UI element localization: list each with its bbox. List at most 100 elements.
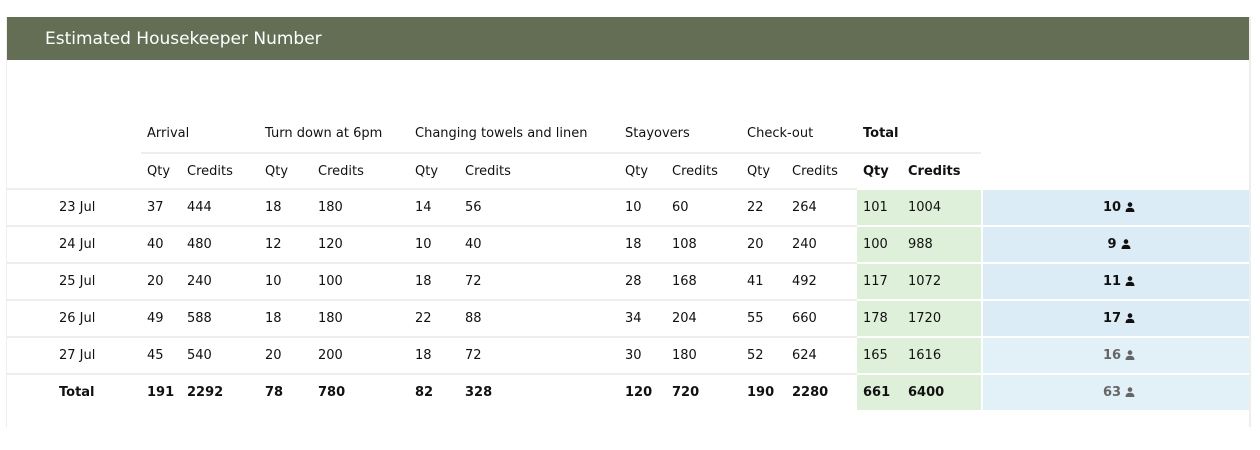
- value-cell: 1720: [902, 299, 981, 336]
- value-cell: 14: [409, 188, 459, 225]
- housekeeper-count: 11: [981, 262, 1249, 299]
- value-cell: 540: [181, 336, 259, 373]
- value-cell: 101: [857, 188, 902, 225]
- value-cell: 988: [902, 225, 981, 262]
- value-cell: 22: [409, 299, 459, 336]
- qty-header: Qty: [141, 152, 181, 188]
- value-cell: 52: [741, 336, 786, 373]
- value-cell: 40: [459, 225, 619, 262]
- value-cell: 60: [666, 188, 741, 225]
- value-cell: 120: [312, 225, 409, 262]
- housekeeper-panel: Estimated Housekeeper Number Arrival Turn…: [6, 17, 1251, 427]
- date-cell: 25 Jul: [7, 262, 141, 299]
- qty-header: Qty: [619, 152, 666, 188]
- value-cell: 492: [786, 262, 857, 299]
- value-cell: 100: [312, 262, 409, 299]
- group-header: Total: [863, 126, 899, 141]
- value-cell: 20: [141, 262, 181, 299]
- value-cell: 100: [857, 225, 902, 262]
- person-icon: [1125, 386, 1135, 397]
- housekeeper-count: 17: [981, 299, 1249, 336]
- value-cell: 180: [312, 188, 409, 225]
- value-cell: 328: [459, 373, 619, 410]
- value-cell: 200: [312, 336, 409, 373]
- value-cell: 180: [312, 299, 409, 336]
- person-icon: [1125, 349, 1135, 360]
- value-cell: 20: [741, 225, 786, 262]
- value-cell: 88: [459, 299, 619, 336]
- value-cell: 165: [857, 336, 902, 373]
- credits-header: Credits: [181, 152, 259, 188]
- value-cell: 191: [141, 373, 181, 410]
- value-cell: 55: [741, 299, 786, 336]
- group-header: Changing towels and linen: [415, 126, 588, 141]
- person-icon: [1125, 201, 1135, 212]
- value-cell: 20: [259, 336, 312, 373]
- value-cell: 41: [741, 262, 786, 299]
- value-cell: 49: [141, 299, 181, 336]
- table-row: 27 Jul 45 540 20 200 18 72 30 180 52 624 165 1616 16: [7, 336, 1249, 373]
- value-cell: 480: [181, 225, 259, 262]
- value-cell: 120: [619, 373, 666, 410]
- value-cell: 10: [259, 262, 312, 299]
- qty-header: Qty: [409, 152, 459, 188]
- value-cell: 240: [786, 225, 857, 262]
- group-header: Check-out: [747, 126, 814, 141]
- value-cell: 624: [786, 336, 857, 373]
- value-cell: 34: [619, 299, 666, 336]
- value-cell: 10: [619, 188, 666, 225]
- value-cell: 28: [619, 262, 666, 299]
- value-cell: 37: [141, 188, 181, 225]
- value-cell: 18: [259, 188, 312, 225]
- date-cell: Total: [7, 373, 141, 410]
- qty-header: Qty: [741, 152, 786, 188]
- value-cell: 1616: [902, 336, 981, 373]
- value-cell: 720: [666, 373, 741, 410]
- value-cell: 661: [857, 373, 902, 410]
- value-cell: 78: [259, 373, 312, 410]
- qty-header: Qty: [259, 152, 312, 188]
- qty-header: Qty: [857, 152, 902, 188]
- group-header: Stayovers: [625, 126, 690, 141]
- date-cell: 24 Jul: [7, 225, 141, 262]
- value-cell: 168: [666, 262, 741, 299]
- housekeeper-count: 16: [981, 336, 1249, 373]
- person-icon: [1125, 275, 1135, 286]
- group-header: Turn down at 6pm: [265, 126, 383, 141]
- value-cell: 108: [666, 225, 741, 262]
- table-row: 24 Jul 40 480 12 120 10 40 18 108 20 240 100 988 9: [7, 225, 1249, 262]
- table-row: Total 191 2292 78 780 82 328 120 720 190 2280 661 64…: [7, 373, 1249, 410]
- credits-header: Credits: [459, 152, 619, 188]
- date-cell: 23 Jul: [7, 188, 141, 225]
- credits-header: Credits: [312, 152, 409, 188]
- value-cell: 2292: [181, 373, 259, 410]
- table-row: 26 Jul 49 588 18 180 22 88 34 204 55 660 178 1720 17: [7, 299, 1249, 336]
- date-cell: 26 Jul: [7, 299, 141, 336]
- date-cell: 27 Jul: [7, 336, 141, 373]
- credits-header: Credits: [786, 152, 857, 188]
- value-cell: 204: [666, 299, 741, 336]
- value-cell: 18: [409, 262, 459, 299]
- person-icon: [1121, 238, 1131, 249]
- housekeeper-count: 63: [981, 373, 1249, 410]
- value-cell: 190: [741, 373, 786, 410]
- sub-header-row: Qty Credits Qty Credits Qty Credits Qty Credits…: [7, 152, 1249, 188]
- value-cell: 72: [459, 262, 619, 299]
- value-cell: 12: [259, 225, 312, 262]
- credits-header: Credits: [902, 152, 981, 188]
- panel-title: Estimated Housekeeper Number: [7, 17, 1249, 60]
- value-cell: 82: [409, 373, 459, 410]
- value-cell: 780: [312, 373, 409, 410]
- group-header-row: Arrival Turn down at 6pm Changing towels a…: [7, 115, 1249, 152]
- value-cell: 178: [857, 299, 902, 336]
- value-cell: 56: [459, 188, 619, 225]
- value-cell: 18: [619, 225, 666, 262]
- credits-header: Credits: [666, 152, 741, 188]
- value-cell: 6400: [902, 373, 981, 410]
- group-header: Arrival: [147, 126, 190, 141]
- value-cell: 45: [141, 336, 181, 373]
- value-cell: 40: [141, 225, 181, 262]
- person-icon: [1125, 312, 1135, 323]
- housekeeper-count: 10: [981, 188, 1249, 225]
- value-cell: 22: [741, 188, 786, 225]
